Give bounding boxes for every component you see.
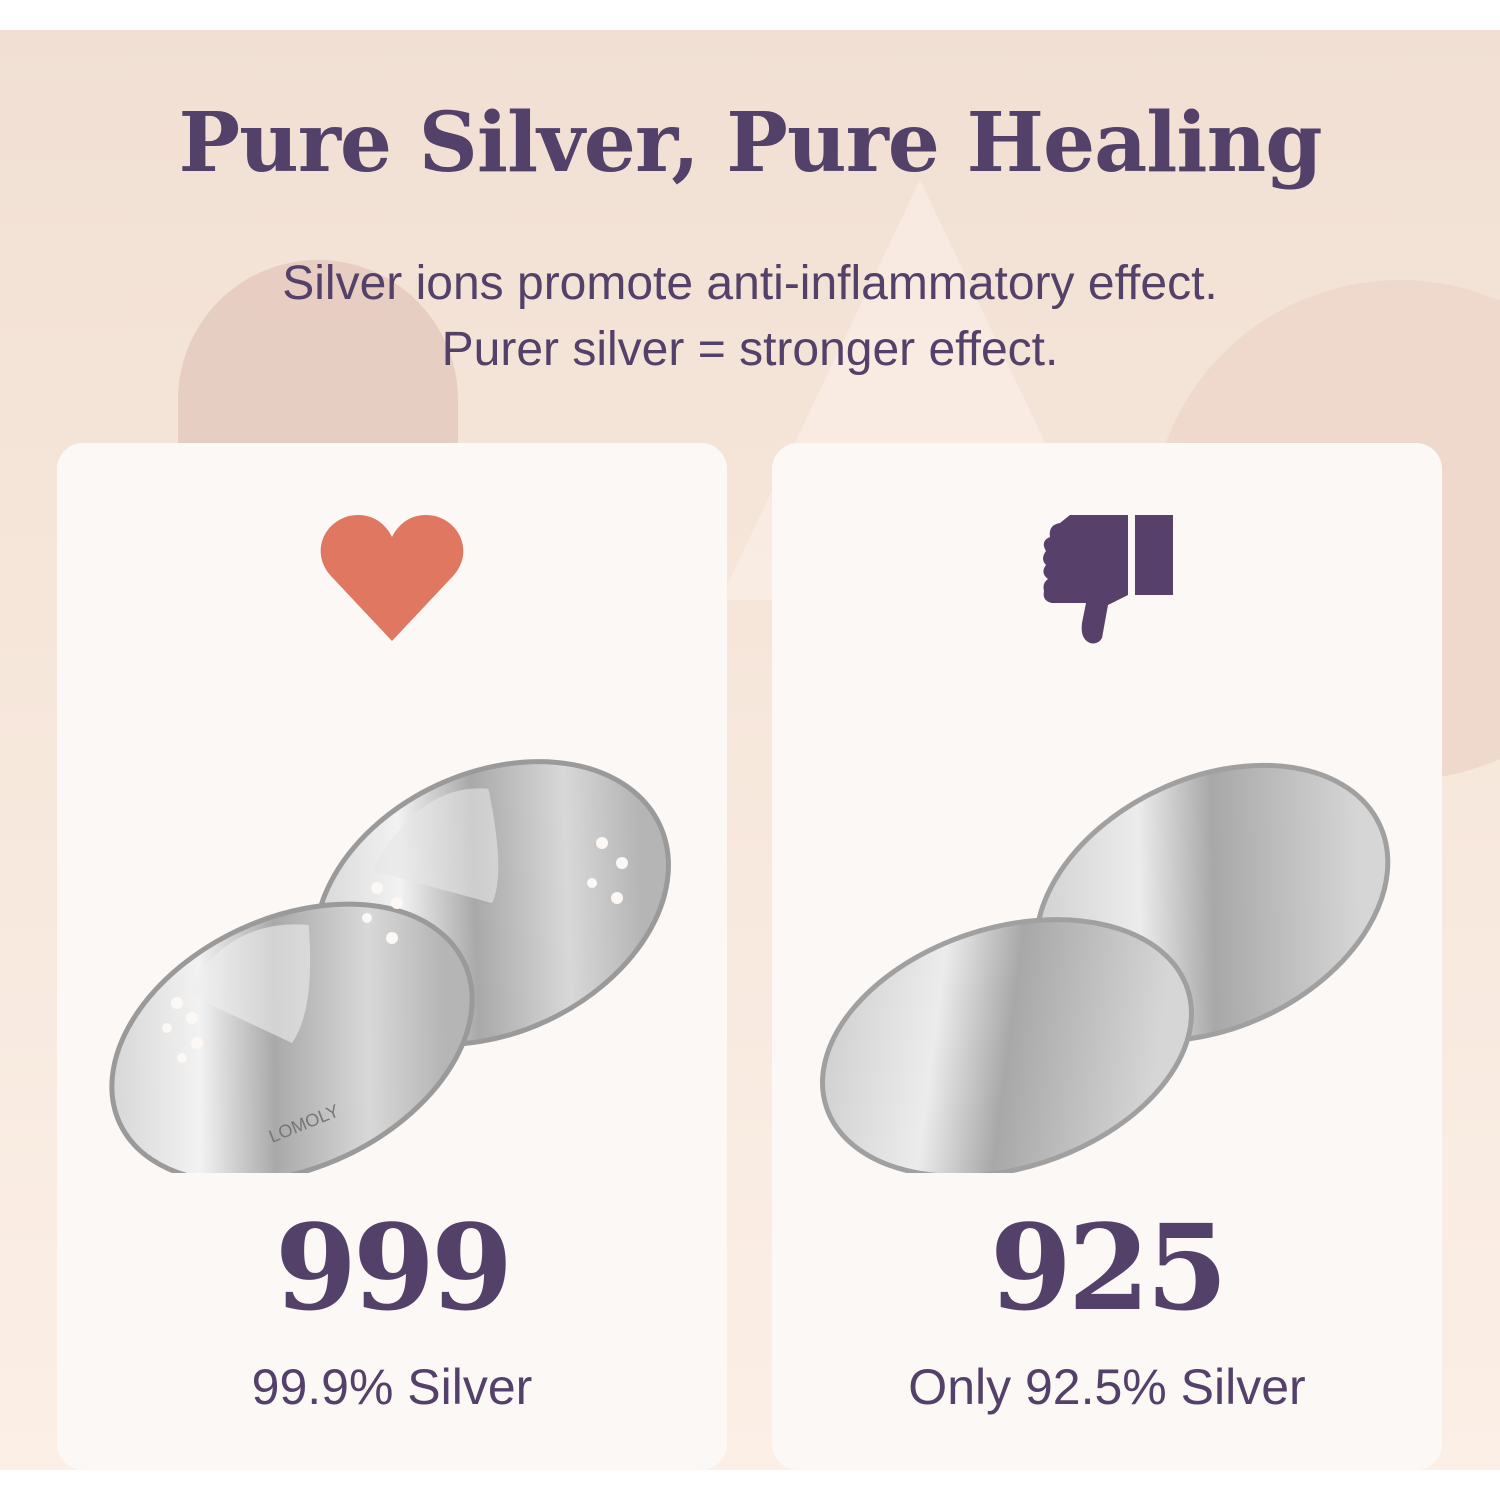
card-999-silver: LOMOLY 999 99.9% Silver [57, 443, 727, 1470]
subtitle-line-1: Silver ions promote anti-inflammatory ef… [282, 257, 1218, 310]
card-925-silver: 925 Only 92.5% Silver [772, 443, 1442, 1470]
purity-caption: 99.9% Silver [251, 1359, 533, 1415]
heart-icon [320, 515, 464, 641]
purity-number: 925 [989, 1198, 1228, 1337]
silver-shields-standard-image [820, 762, 1391, 1173]
thumbs-down-icon [1043, 515, 1173, 644]
silver-shields-pure-image: LOMOLY [109, 737, 671, 1173]
purity-caption: Only 92.5% Silver [908, 1359, 1306, 1415]
purity-number: 999 [274, 1198, 513, 1337]
page-title: Pure Silver, Pure Healing [178, 95, 1322, 191]
subtitle-line-2: Purer silver = stronger effect. [441, 323, 1059, 376]
